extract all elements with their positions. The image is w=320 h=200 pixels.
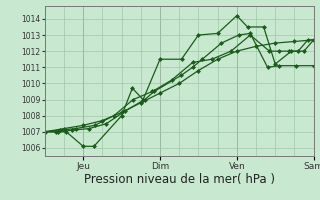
X-axis label: Pression niveau de la mer( hPa ): Pression niveau de la mer( hPa ) bbox=[84, 173, 275, 186]
